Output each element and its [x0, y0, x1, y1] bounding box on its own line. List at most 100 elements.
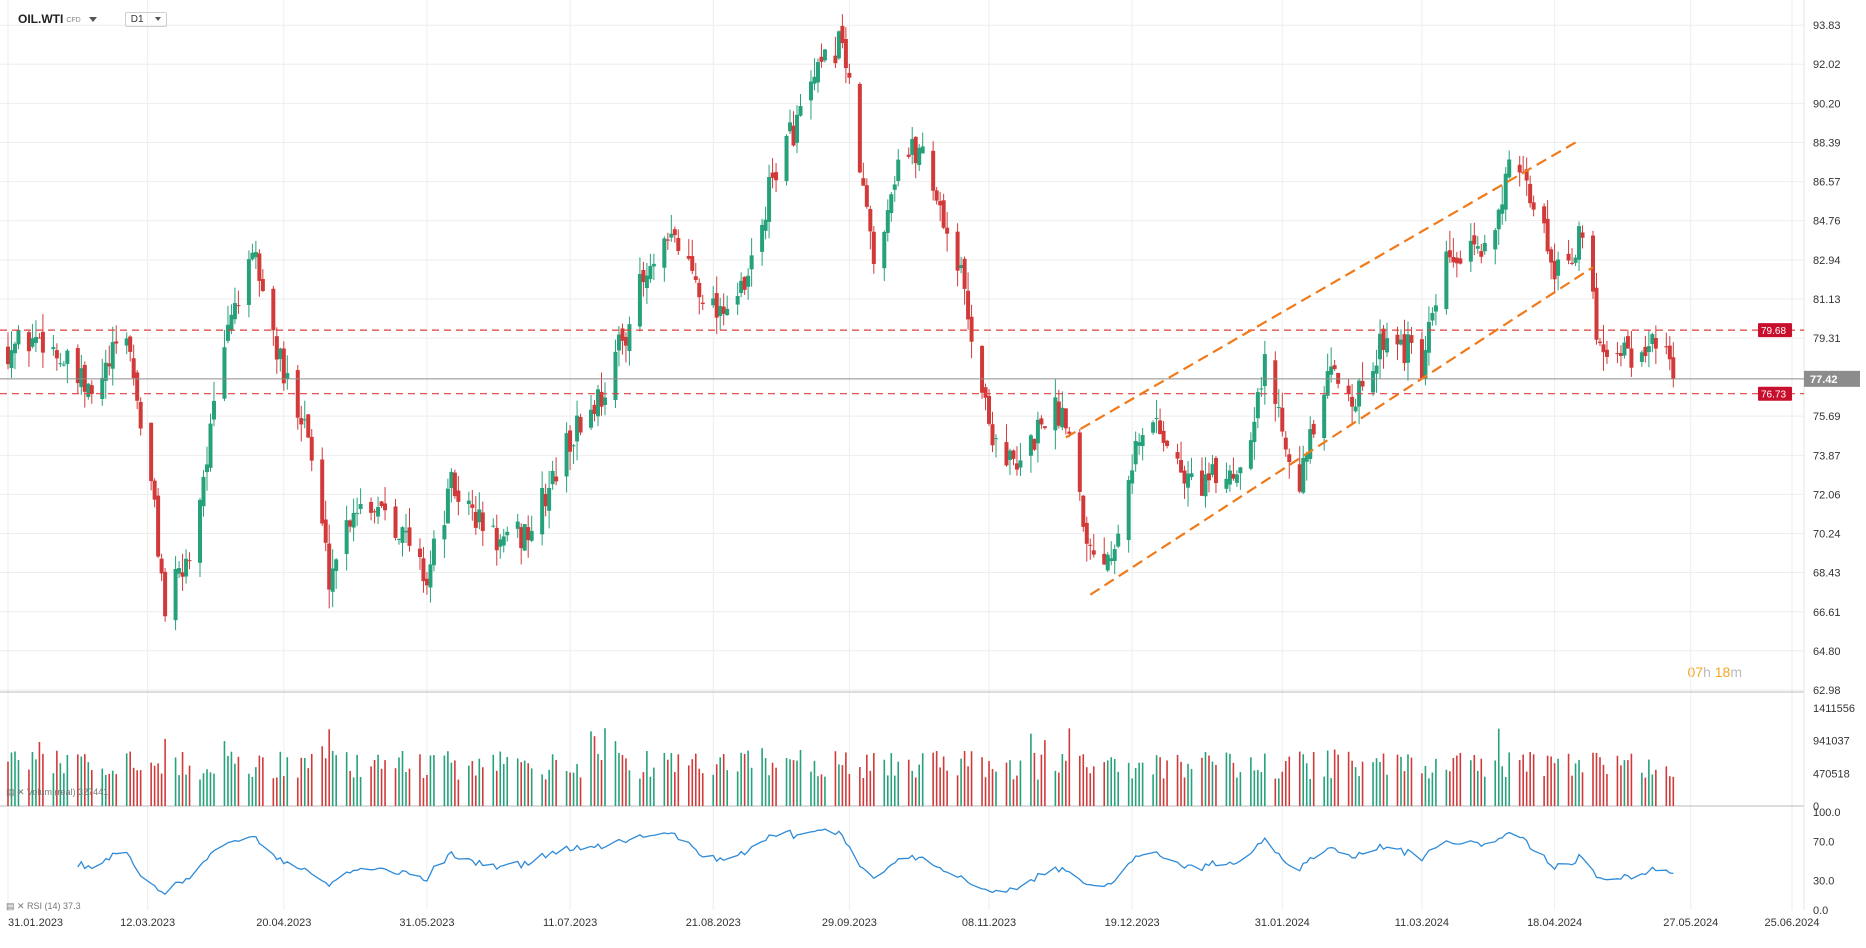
- candle-body: [1206, 473, 1211, 481]
- volume-bar: [698, 768, 701, 806]
- candle-body: [1528, 183, 1533, 204]
- candle-body: [1039, 418, 1044, 425]
- volume-bar: [572, 772, 575, 806]
- volume-bar: [1016, 775, 1018, 806]
- volume-bar: [1138, 762, 1140, 806]
- volume-bar: [230, 751, 233, 806]
- candle-body: [383, 503, 388, 511]
- date-axis-tick: 11.07.2023: [543, 917, 597, 929]
- volume-bar: [272, 778, 275, 806]
- candle-body: [1109, 558, 1114, 562]
- candle-body: [211, 400, 216, 420]
- candle-body: [6, 346, 10, 365]
- symbol-name[interactable]: OIL.WTI: [18, 12, 64, 26]
- candle-body: [885, 210, 890, 233]
- volume-bar: [764, 758, 767, 806]
- volume-bar: [1229, 753, 1231, 806]
- volume-bar: [286, 757, 289, 806]
- volume-bar: [426, 774, 428, 806]
- candle-body: [1130, 470, 1135, 484]
- volume-bar: [1309, 779, 1312, 806]
- volume-bar: [429, 755, 432, 806]
- volume-bar: [10, 752, 13, 806]
- candle-body: [456, 490, 461, 502]
- date-axis-tick: 21.08.2023: [686, 917, 741, 929]
- candle-body: [1063, 408, 1068, 429]
- volume-bar: [1606, 774, 1608, 806]
- volume-bar: [1274, 778, 1277, 806]
- candle-body: [1262, 354, 1267, 387]
- candle-body: [1405, 334, 1410, 363]
- volume-bar: [761, 748, 763, 806]
- candle-body: [760, 224, 765, 252]
- volume-bar: [1546, 755, 1549, 806]
- volume-bar: [52, 773, 55, 806]
- candle-body: [1126, 480, 1131, 540]
- candle-body: [1542, 206, 1547, 224]
- volume-bar: [1250, 757, 1252, 806]
- candle-body: [1409, 335, 1414, 343]
- volume-bar: [56, 750, 58, 806]
- candle-body: [1496, 209, 1501, 230]
- candle-body: [320, 459, 325, 524]
- volume-bar: [234, 763, 236, 806]
- candle-body: [994, 438, 999, 440]
- candle-body: [648, 265, 653, 280]
- candle-body: [208, 423, 213, 468]
- candle-body: [1552, 260, 1557, 280]
- candle-body: [351, 512, 356, 528]
- candle-body: [889, 194, 894, 214]
- candle-body: [501, 536, 506, 546]
- volume-bar: [1435, 758, 1437, 806]
- volume-bar: [1571, 775, 1573, 806]
- volume-bar: [541, 774, 543, 806]
- candle-body: [1545, 218, 1550, 252]
- volume-bar: [1106, 760, 1109, 806]
- volume-bar: [890, 753, 893, 806]
- candle-body: [1444, 251, 1449, 310]
- candle-body: [114, 341, 119, 344]
- candle-body: [393, 506, 398, 538]
- candle-body: [257, 253, 262, 281]
- volume-bar: [1578, 760, 1580, 806]
- volume-bar: [1361, 761, 1364, 806]
- volume-bar: [349, 770, 351, 806]
- date-axis-tick: 08.11.2023: [962, 917, 1016, 929]
- candle-body: [421, 558, 426, 582]
- volume-bar: [132, 767, 135, 806]
- volume-bar: [970, 751, 973, 806]
- candle-body: [983, 387, 988, 398]
- volume-bar: [1445, 769, 1448, 806]
- chevron-down-icon: [154, 17, 161, 21]
- volume-bar: [283, 776, 285, 806]
- candle-body: [833, 55, 838, 64]
- symbol-dropdown-chevron-icon[interactable]: [88, 16, 97, 22]
- candle-body: [1067, 431, 1072, 434]
- candle-body: [449, 471, 454, 488]
- volume-bar: [321, 746, 324, 806]
- candle-body: [857, 83, 862, 173]
- candle-body: [742, 276, 747, 290]
- candle-body: [697, 282, 702, 298]
- volume-bar: [1382, 753, 1385, 806]
- timeframe-select[interactable]: D1: [124, 11, 167, 27]
- volume-bar: [1403, 771, 1406, 806]
- candle-body: [1629, 348, 1634, 368]
- candle-body: [1618, 353, 1623, 356]
- candle-body: [623, 336, 628, 346]
- volume-bar: [185, 774, 187, 806]
- candle-body: [110, 342, 115, 369]
- candle-body: [910, 139, 915, 155]
- volume-bar: [1208, 755, 1210, 806]
- candle-body: [718, 305, 723, 316]
- candle-body: [16, 329, 21, 345]
- candle-countdown: 07h 18m: [1687, 664, 1742, 680]
- candle-body: [519, 527, 524, 549]
- candle-body: [9, 350, 14, 369]
- volume-bar: [1459, 752, 1462, 806]
- candle-body: [477, 509, 482, 523]
- volume-bar: [331, 750, 334, 806]
- candle-body: [770, 172, 775, 178]
- candle-body: [1402, 334, 1407, 364]
